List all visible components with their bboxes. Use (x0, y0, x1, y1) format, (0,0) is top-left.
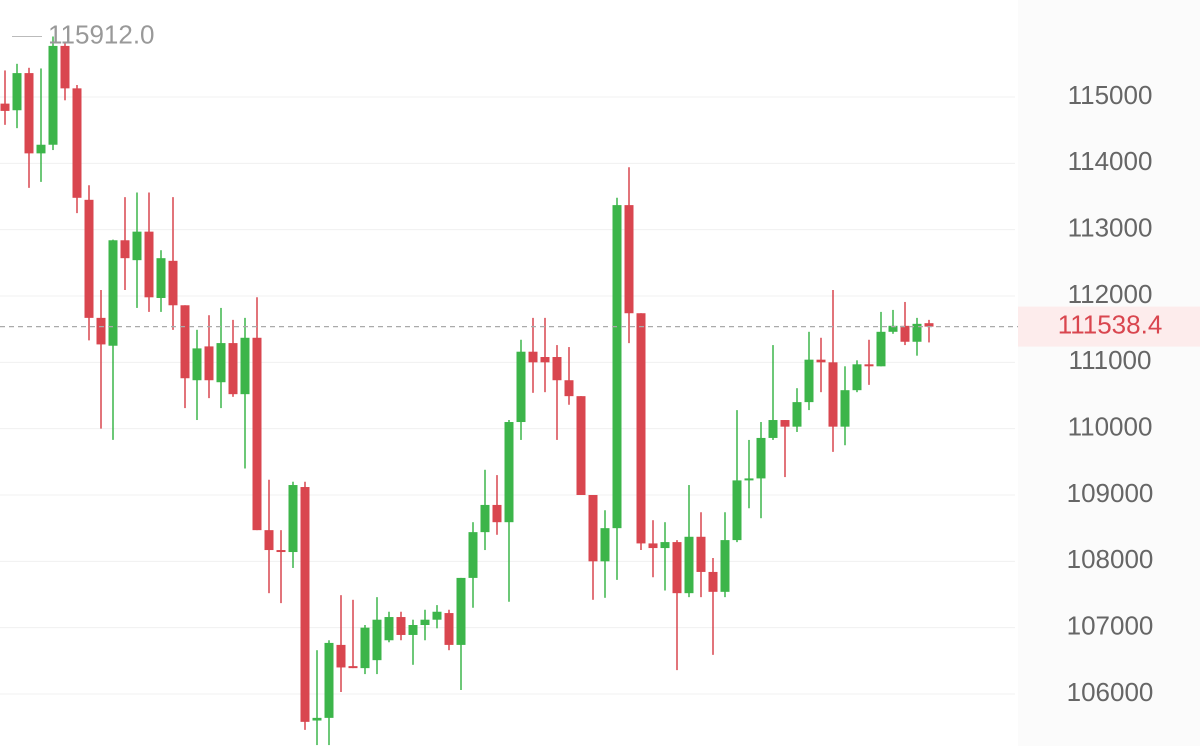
candle-body (660, 542, 670, 549)
candle-body (144, 231, 154, 298)
candle-body (228, 343, 238, 395)
candle-body (564, 380, 574, 397)
candle-body (384, 617, 394, 641)
candle-body (816, 359, 826, 363)
candle-body (216, 343, 226, 383)
y-tick-label: 115000 (1068, 80, 1153, 110)
candle-body (864, 364, 874, 367)
candle-body (732, 480, 742, 541)
y-tick-label: 112000 (1068, 279, 1153, 309)
candle-body (300, 487, 310, 722)
candle-body (84, 199, 94, 318)
candle-body (720, 540, 730, 592)
candle-body (888, 325, 898, 332)
candle-body (180, 305, 190, 379)
candle-body (96, 317, 106, 345)
candle-body (912, 323, 922, 342)
candle-body (552, 357, 562, 381)
candle-body (588, 494, 598, 562)
y-tick-label: 107000 (1067, 611, 1154, 641)
candle-body (492, 504, 502, 523)
candle-body (840, 390, 850, 427)
y-tick-label: 108000 (1067, 544, 1154, 574)
candle-body (360, 627, 370, 669)
candle-body (24, 73, 34, 154)
candle-body (0, 103, 10, 111)
candle-body (648, 543, 658, 549)
candle-body (336, 644, 346, 668)
candle-body (768, 420, 778, 438)
candle-body (288, 485, 298, 553)
candle-body (852, 364, 862, 391)
candle-body (408, 625, 418, 635)
candle-body (468, 532, 478, 578)
axis-panel (1018, 0, 1200, 746)
candle-body (624, 205, 634, 314)
candle-body (420, 619, 430, 626)
candle-body (924, 323, 934, 327)
candle-body (528, 351, 538, 363)
candle-body (792, 402, 802, 427)
candle-body (12, 73, 22, 111)
candle-body (516, 351, 526, 423)
candle-body (240, 337, 250, 395)
candle-body (252, 337, 262, 531)
candle-body (60, 45, 70, 89)
candle-body (432, 611, 442, 620)
candle-body (396, 617, 406, 635)
candle-body (168, 260, 178, 306)
candle-body (876, 331, 886, 367)
candle-body (456, 577, 466, 645)
candle-body (708, 571, 718, 592)
candle-body (192, 348, 202, 381)
y-tick-label: 113000 (1068, 213, 1153, 243)
candle-body (744, 478, 754, 481)
candle-body (672, 542, 682, 594)
candle-body (348, 666, 358, 669)
candle-body (900, 325, 910, 342)
candle-body (132, 231, 142, 261)
candle-body (324, 642, 334, 718)
candle-body (264, 530, 274, 551)
candle-body (72, 88, 82, 198)
y-tick-label: 109000 (1067, 478, 1154, 508)
candle-body (804, 359, 814, 403)
candle-body (48, 45, 58, 145)
candle-body (156, 258, 166, 298)
candle-body (204, 346, 214, 381)
candle-body (696, 536, 706, 572)
current-price-box (1018, 306, 1200, 347)
candle-body (120, 240, 130, 259)
candle-body (636, 313, 646, 544)
candle-body (504, 422, 514, 523)
candle-body (480, 504, 490, 533)
candle-body (540, 357, 550, 363)
y-tick-label: 111000 (1069, 345, 1152, 375)
candle-body (312, 717, 322, 721)
candle-body (372, 619, 382, 661)
y-tick-label: 106000 (1067, 677, 1154, 707)
candle-body (108, 240, 118, 346)
candle-body (780, 420, 790, 427)
candle-body (684, 536, 694, 594)
y-tick-label: 114000 (1068, 146, 1153, 176)
candle-body (576, 396, 586, 495)
max-label: 115912.0 (48, 19, 155, 49)
current-price-label: 111538.4 (1058, 309, 1163, 339)
candle-body (612, 205, 622, 529)
y-tick-label: 110000 (1068, 412, 1153, 442)
candle-body (828, 362, 838, 427)
candle-body (756, 437, 766, 479)
candle-body (444, 613, 454, 645)
candle-body (600, 528, 610, 562)
candle-body (276, 550, 286, 553)
candle-body (36, 144, 46, 154)
